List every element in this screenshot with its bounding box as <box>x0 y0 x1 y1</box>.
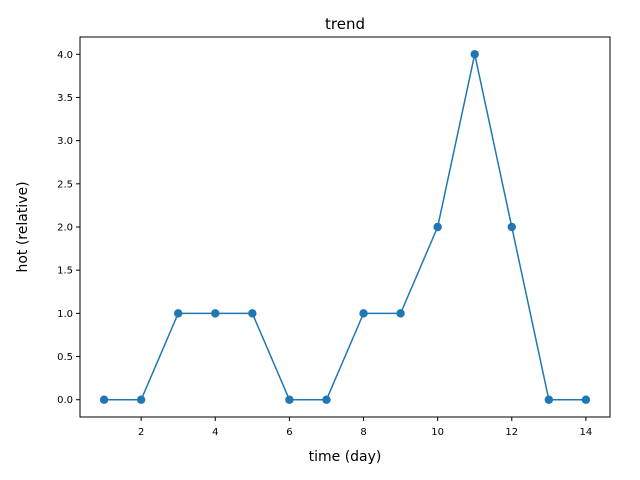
data-point <box>581 395 591 404</box>
data-point <box>507 222 516 232</box>
data-point <box>211 309 220 318</box>
x-tick-label: 6 <box>286 427 292 438</box>
y-tick-label: 3.0 <box>57 136 73 147</box>
plot-area: 2 4 6 8 10 12 14 0.0 0.5 1.0 1.5 2.0 2.5 3.0 3.5 4.0 <box>57 36 611 438</box>
chart-title: trend <box>325 15 365 33</box>
data-point <box>285 395 294 404</box>
series-line <box>104 54 586 401</box>
x-tick-label: 10 <box>431 427 444 438</box>
x-tick-label: 4 <box>212 427 218 438</box>
x-tick-label: 8 <box>360 427 366 438</box>
y-tick-label: 3.5 <box>57 93 73 104</box>
data-point <box>359 309 368 318</box>
y-tick-label: 2.0 <box>57 223 73 234</box>
y-tick-label: 4.0 <box>57 50 73 61</box>
data-point <box>396 309 405 318</box>
data-point <box>99 395 109 404</box>
data-point <box>174 309 183 318</box>
data-point <box>322 395 331 404</box>
data-point <box>470 50 479 59</box>
plot-frame <box>79 36 611 418</box>
data-point <box>136 395 146 404</box>
y-tick-label: 0.5 <box>57 352 73 363</box>
y-axis-label: hot (relative) <box>15 181 31 272</box>
y-tick-label: 1.5 <box>57 266 73 277</box>
data-point <box>433 222 442 232</box>
x-tick-label: 14 <box>580 427 593 438</box>
y-tick-label: 2.5 <box>57 179 73 190</box>
x-axis-label: time (day) <box>309 449 382 465</box>
x-tick-label: 2 <box>138 427 144 438</box>
data-point <box>248 309 257 318</box>
y-tick-label: 0.0 <box>57 395 73 406</box>
x-tick-label: 12 <box>505 427 518 438</box>
y-tick-label: 1.0 <box>57 309 73 320</box>
data-point <box>544 395 554 404</box>
